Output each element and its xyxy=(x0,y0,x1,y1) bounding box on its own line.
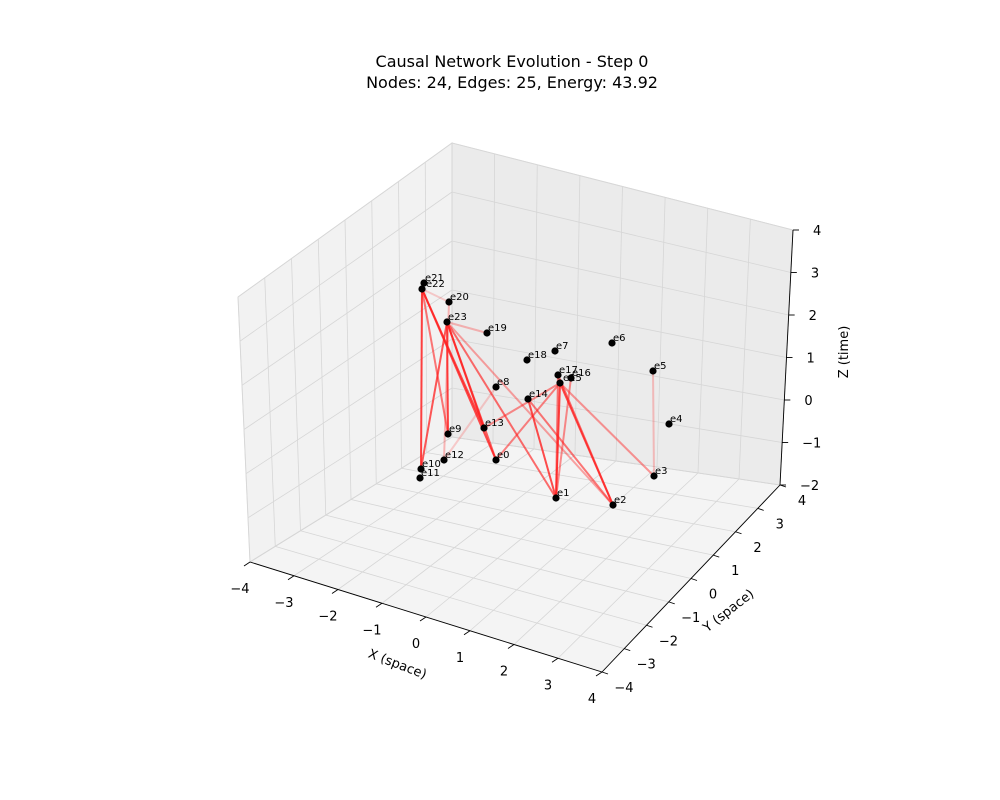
edge-e23-e0 xyxy=(446,321,497,461)
z-tick-label: 0 xyxy=(804,394,812,409)
edge-e8-e12 xyxy=(443,386,497,461)
z-tick-label: −1 xyxy=(802,437,821,452)
grid-lines xyxy=(237,142,794,673)
edge-e17-e2 xyxy=(557,374,614,506)
edge-e15-e13 xyxy=(483,382,561,429)
edge-e14-e1 xyxy=(527,398,557,499)
edge-e15-e3 xyxy=(559,382,655,477)
node-e21 xyxy=(420,279,428,287)
y-tick-label: 3 xyxy=(776,517,784,532)
node-label-e9: e9 xyxy=(449,424,462,435)
x-tick-label: 4 xyxy=(588,692,596,707)
node-e17 xyxy=(554,371,562,379)
node-label-e2: e2 xyxy=(614,495,627,506)
edge-e16-e1 xyxy=(555,377,572,499)
node-label-e14: e14 xyxy=(529,389,548,400)
node-e5 xyxy=(649,367,657,375)
node-e16 xyxy=(567,374,575,382)
node-e6 xyxy=(608,339,616,347)
node-label-e22: e22 xyxy=(426,279,445,290)
edge-e5-e3 xyxy=(652,370,655,477)
node-e18 xyxy=(523,356,531,364)
node-e9 xyxy=(444,430,452,438)
y-tick-label: 1 xyxy=(731,564,739,579)
y-tick-label: 4 xyxy=(798,494,806,509)
node-e8 xyxy=(492,383,500,391)
node-label-e18: e18 xyxy=(528,350,547,361)
node-label-e17: e17 xyxy=(559,365,578,376)
edge-e14-e2 xyxy=(527,398,614,506)
z-tick-label: 4 xyxy=(813,224,821,239)
z-axis-label: Z (time) xyxy=(837,326,852,379)
x-tick-label: −4 xyxy=(230,582,249,597)
node-e14 xyxy=(524,395,532,403)
edge-e23-e2 xyxy=(446,321,614,506)
node-e7 xyxy=(551,347,559,355)
node-e0 xyxy=(492,456,500,464)
z-tick-label: 2 xyxy=(809,309,817,324)
node-e23 xyxy=(443,318,451,326)
y-tick-label: −2 xyxy=(659,634,678,649)
x-tick-label: 3 xyxy=(544,678,552,693)
node-label-e19: e19 xyxy=(488,323,507,334)
node-e4 xyxy=(665,420,673,428)
edge-e22-e10 xyxy=(420,288,423,470)
node-label-e7: e7 xyxy=(556,341,569,352)
y-tick-label: −3 xyxy=(637,658,656,673)
x-tick-label: 0 xyxy=(412,637,420,652)
z-tick-label: 1 xyxy=(807,352,815,367)
node-label-e1: e1 xyxy=(557,488,570,499)
node-label-e0: e0 xyxy=(497,450,510,461)
node-e20 xyxy=(445,298,453,306)
z-tick-label: 3 xyxy=(811,267,819,282)
chart-title: Causal Network Evolution - Step 0 xyxy=(376,52,649,71)
node-label-e4: e4 xyxy=(670,414,683,425)
x-tick-label: −1 xyxy=(362,623,381,638)
node-label-e10: e10 xyxy=(422,459,441,470)
nodes: e0e1e2e3e4e5e6e7e8e9e10e11e12e13e14e15e1… xyxy=(416,273,683,509)
node-label-e21: e21 xyxy=(425,273,444,284)
edge-e15-e0 xyxy=(495,382,561,461)
node-label-e13: e13 xyxy=(485,418,504,429)
z-tick-label: −2 xyxy=(800,479,819,494)
node-label-e12: e12 xyxy=(445,450,464,461)
x-tick-label: 1 xyxy=(456,651,464,666)
edge-e23-e19 xyxy=(446,321,488,334)
node-e10 xyxy=(417,465,425,473)
node-label-e11: e11 xyxy=(421,468,440,479)
node-label-e3: e3 xyxy=(655,466,668,477)
node-e15 xyxy=(556,379,564,387)
x-tick-label: −3 xyxy=(274,596,293,611)
y-tick-label: −4 xyxy=(614,681,633,696)
edges xyxy=(420,288,655,506)
node-e22 xyxy=(418,285,426,293)
edge-e23-e1 xyxy=(446,321,557,499)
y-tick-label: 2 xyxy=(753,541,761,556)
node-e2 xyxy=(609,501,617,509)
x-tick-label: −2 xyxy=(318,610,337,625)
node-label-e16: e16 xyxy=(572,368,591,379)
node-e19 xyxy=(483,329,491,337)
edge-e22-e9 xyxy=(421,288,449,435)
node-label-e23: e23 xyxy=(448,312,467,323)
chart-subtitle: Nodes: 24, Edges: 25, Energy: 43.92 xyxy=(366,73,658,92)
node-e13 xyxy=(480,424,488,432)
node-e11 xyxy=(416,474,424,482)
x-tick-label: 2 xyxy=(500,665,508,680)
edge-e22-e20 xyxy=(421,288,450,303)
node-e12 xyxy=(440,456,448,464)
node-label-e6: e6 xyxy=(613,333,626,344)
node-label-e20: e20 xyxy=(450,292,469,303)
edge-e23-e10 xyxy=(420,321,448,470)
node-label-e8: e8 xyxy=(497,377,510,388)
node-e1 xyxy=(552,494,560,502)
y-tick-label: 0 xyxy=(709,588,717,603)
edge-e23-e9 xyxy=(446,321,449,435)
y-tick-label: −1 xyxy=(681,611,700,626)
node-label-e5: e5 xyxy=(654,361,667,372)
node-e3 xyxy=(650,472,658,480)
